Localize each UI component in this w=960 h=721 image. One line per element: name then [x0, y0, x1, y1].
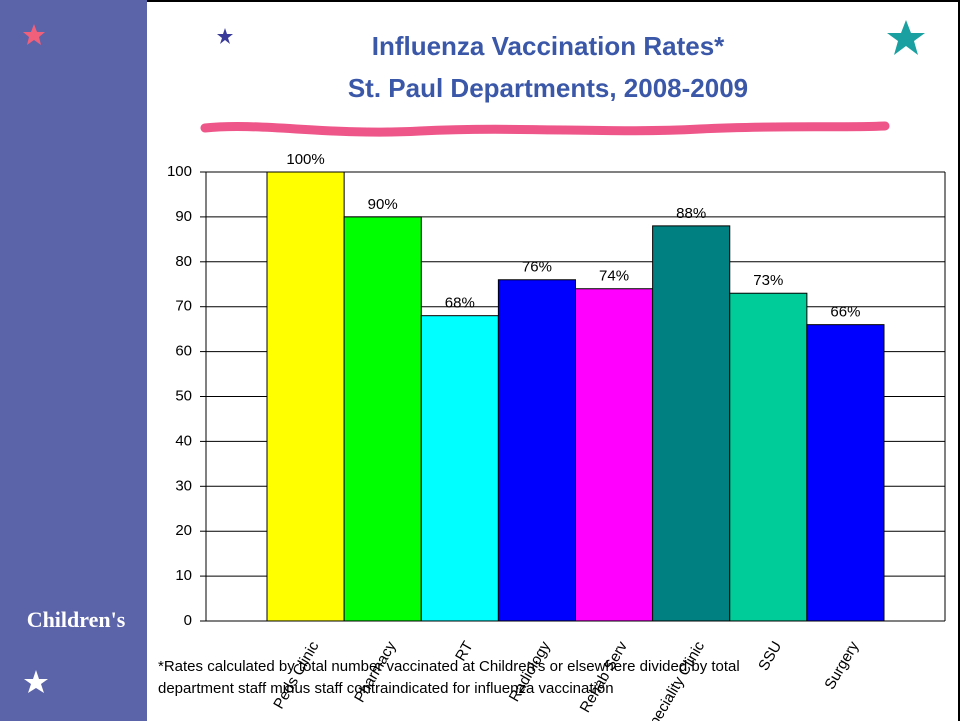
slide: Children's Influenza Vaccination Rates* … — [0, 0, 960, 721]
y-tick-label: 30 — [175, 477, 192, 494]
bar — [421, 316, 498, 621]
bar — [730, 293, 807, 621]
footnote: *Rates calculated by total number vaccin… — [158, 658, 740, 675]
y-tick-label: 90 — [175, 208, 192, 225]
footnote: department staff minus staff contraindic… — [158, 680, 614, 697]
value-label: 73% — [753, 272, 783, 289]
y-tick-label: 40 — [175, 432, 192, 449]
bar — [498, 280, 575, 621]
logo: Children's — [27, 607, 126, 632]
bar — [267, 172, 344, 621]
brush-stroke — [205, 126, 885, 132]
y-tick-label: 80 — [175, 253, 192, 270]
y-tick-label: 100 — [167, 163, 192, 180]
y-tick-label: 70 — [175, 298, 192, 315]
chart-title: Influenza Vaccination Rates* — [372, 31, 725, 61]
bar — [344, 217, 421, 621]
chart-title: St. Paul Departments, 2008-2009 — [348, 73, 748, 103]
y-tick-label: 60 — [175, 343, 192, 360]
y-tick-label: 50 — [175, 387, 192, 404]
value-label: 100% — [286, 151, 324, 168]
bar — [807, 325, 884, 621]
value-label: 76% — [522, 259, 552, 276]
value-label: 88% — [676, 205, 706, 222]
bar — [576, 289, 653, 621]
value-label: 66% — [830, 304, 860, 321]
value-label: 90% — [368, 196, 398, 213]
value-label: 74% — [599, 268, 629, 285]
y-tick-label: 20 — [175, 522, 192, 539]
y-tick-label: 10 — [175, 567, 192, 584]
value-label: 68% — [445, 295, 475, 312]
bar — [653, 226, 730, 621]
y-tick-label: 0 — [184, 612, 192, 629]
